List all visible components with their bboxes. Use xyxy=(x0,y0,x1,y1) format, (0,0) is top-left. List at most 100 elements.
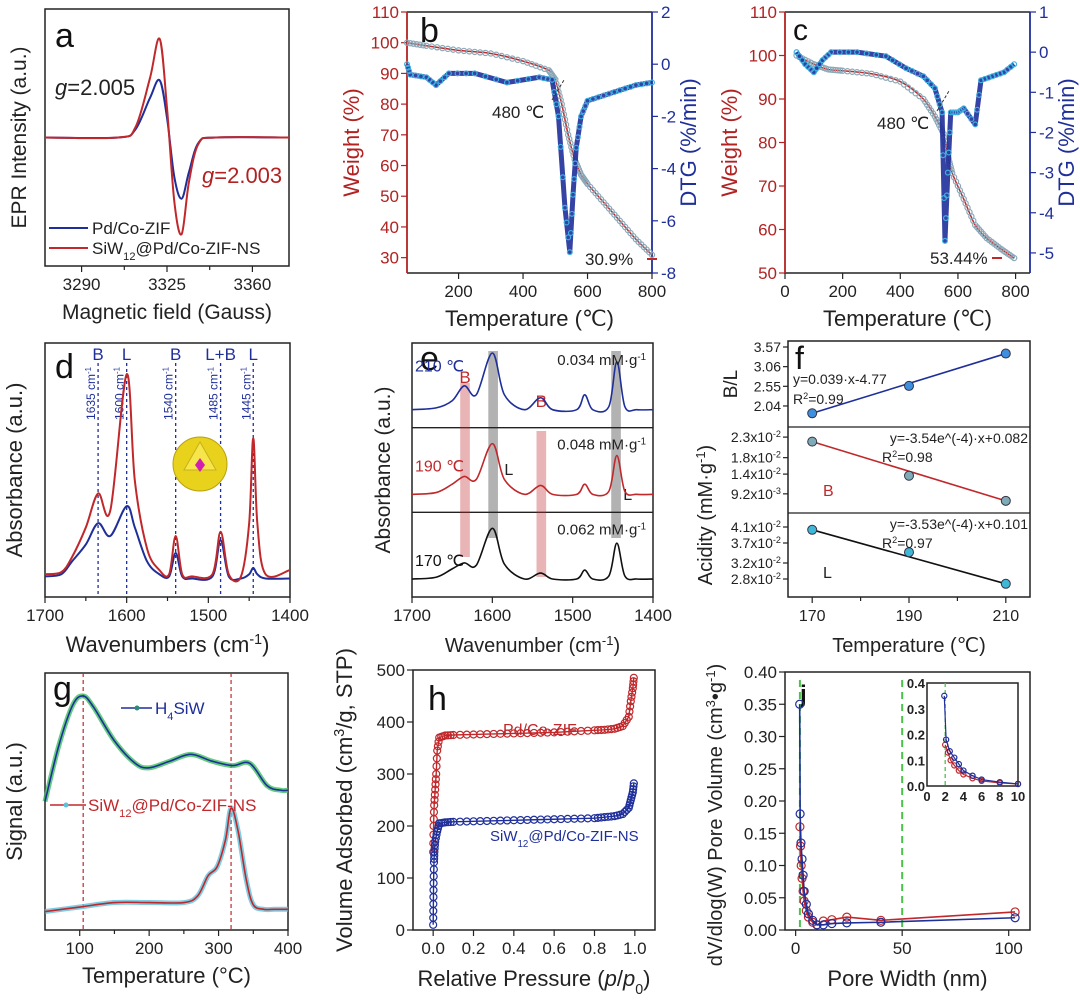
x-axis-title: Temperature (℃) xyxy=(445,306,614,331)
right-y-axis-title: DTG (%/min) xyxy=(676,78,701,206)
dtg-marker xyxy=(566,249,573,256)
y-tick-label: 0 xyxy=(396,921,405,940)
isotherm-marker xyxy=(433,742,442,751)
dtg-line xyxy=(794,49,1016,244)
wavenumber-label-part: -1 xyxy=(112,367,121,374)
distribution-marker xyxy=(796,838,806,848)
legend-entry-part: SiW xyxy=(92,239,123,258)
y-tick-label-part: 2.3x10 xyxy=(731,429,773,445)
wavenumber-label: 1445 cm-1 xyxy=(239,367,254,420)
x-tick-label: 0.6 xyxy=(542,939,566,958)
right-y-tick-label: -3 xyxy=(1039,164,1054,183)
dtg-marker xyxy=(433,82,440,89)
dtg-marker xyxy=(924,77,931,84)
spectrum-line xyxy=(411,442,654,497)
x-axis-title-part: p xyxy=(622,966,635,991)
y-axis-title: dV/dlog(W) Pore Volume (cm3•g-1) xyxy=(703,664,728,967)
dtg-marker xyxy=(551,89,558,96)
dtg-marker xyxy=(437,78,444,85)
dtg-marker xyxy=(873,51,880,58)
inset-y-tick-label: 0.4 xyxy=(907,676,926,691)
y-axis-title-part: 3 xyxy=(332,729,348,737)
inset-marker xyxy=(960,767,967,774)
x-axis-title-part: / xyxy=(617,966,624,991)
x-tick-label: 0 xyxy=(791,939,800,958)
x-tick-label: 50 xyxy=(893,939,912,958)
x-axis-title-part: -1 xyxy=(602,633,614,648)
panel-label-b: b xyxy=(420,12,439,50)
dtg-marker xyxy=(928,81,935,88)
wavenumber-label-part: 1445 cm xyxy=(239,374,253,420)
y-axis-title: Volume Adsorbed (cm3/g, STP) xyxy=(332,648,357,952)
acidity-label-part: -1 xyxy=(637,352,646,363)
x-axis-title: Temperature (℃) xyxy=(823,306,992,331)
isotherm-marker xyxy=(628,788,637,797)
y-tick-label: 3.7x10-2 xyxy=(731,535,781,551)
weight-line xyxy=(406,41,653,256)
dtg-marker xyxy=(567,229,574,236)
panel-a-x-tick-label: 3360 xyxy=(233,275,271,294)
y-tick-label: 200 xyxy=(377,817,405,836)
legend-entry-part: @Pd/Co-ZIF-NS xyxy=(131,796,256,815)
g-factor-annotation: g=2.003 xyxy=(202,163,282,188)
x-axis-title-part: Relative Pressure ( xyxy=(418,966,606,991)
y-tick-label: 0.20 xyxy=(744,792,777,811)
y-tick-label-part: 400 xyxy=(377,713,405,732)
dtg-marker xyxy=(931,85,938,92)
panel-a-y-axis-title: EPR Intensity (a.u.) xyxy=(8,46,31,228)
fit-r2-part: =0.98 xyxy=(897,449,933,465)
right-y-tick-label: 0 xyxy=(1039,43,1048,62)
dtg-marker xyxy=(580,108,587,115)
y-axis-title-part: /g, STP) xyxy=(332,648,357,729)
y-axis-title-part: 3 xyxy=(703,700,718,707)
inset-marker xyxy=(951,754,958,761)
x-tick-label: 100 xyxy=(66,939,94,958)
y-tick-label-part: 0.40 xyxy=(744,663,777,682)
legend-entry-part: H xyxy=(155,699,167,718)
x-axis-title-part: Wavenumbers (cm xyxy=(66,632,250,657)
distribution-marker xyxy=(842,918,852,928)
left-y-tick-label: 40 xyxy=(380,218,399,237)
series-label-part: @Pd/Co-ZIF-NS xyxy=(528,828,638,845)
right-y-tick-label: 1 xyxy=(1039,3,1048,22)
data-point xyxy=(1000,578,1011,589)
g-factor-annotation-part: g xyxy=(202,163,215,188)
acidity-label: 0.034 mM·g-1 xyxy=(557,352,646,370)
legend-entry-part: 12 xyxy=(119,808,131,820)
dtg-marker xyxy=(503,79,510,86)
inset-x-tick-label: 2 xyxy=(942,789,949,804)
y-tick-label: 500 xyxy=(377,661,405,680)
isotherm-marker xyxy=(629,785,638,794)
dtg-marker xyxy=(816,61,823,68)
panel-label-h: h xyxy=(428,680,447,718)
inset-y-tick-label: 0.3 xyxy=(907,702,925,717)
b-l-axis-title: B/L xyxy=(721,370,742,399)
dtg-marker xyxy=(648,79,655,86)
y-axis-title-part: ) xyxy=(705,664,727,671)
inset-marker xyxy=(942,736,950,743)
wavenumber-label: 1600 cm-1 xyxy=(112,367,127,420)
y-tick-label: 3.57 xyxy=(754,339,781,355)
fit-equation: y=-3.54e^(-4)·x+0.082 xyxy=(890,430,1028,446)
keggin-center xyxy=(195,458,205,472)
legend-entry-part: 12 xyxy=(123,251,135,263)
isotherm-marker xyxy=(432,762,441,771)
x-tick-label: 100 xyxy=(995,939,1023,958)
x-tick-label: 1500 xyxy=(554,606,592,625)
inset-y-tick-label: 0.1 xyxy=(907,753,925,768)
highlight-band xyxy=(611,351,621,538)
dtg-marker xyxy=(557,143,564,150)
y-axis-title-part: Signal (a.u.) xyxy=(2,742,27,861)
dtg-marker xyxy=(632,82,639,89)
fit-r2: R2=0.97 xyxy=(882,535,933,551)
left-y-tick-label: 60 xyxy=(380,157,399,176)
x-tick-label: 0.0 xyxy=(421,939,445,958)
x-axis-title-part: -1 xyxy=(249,632,262,648)
weight-marker xyxy=(1010,254,1018,262)
dtg-marker xyxy=(407,71,414,78)
isotherm-marker xyxy=(629,677,638,686)
x-axis-title: Wavenumbers (cm-1) xyxy=(66,632,270,657)
dtg-marker xyxy=(796,53,803,60)
left-y-tick-label: 90 xyxy=(380,64,399,83)
left-y-tick-label: 70 xyxy=(380,126,399,145)
